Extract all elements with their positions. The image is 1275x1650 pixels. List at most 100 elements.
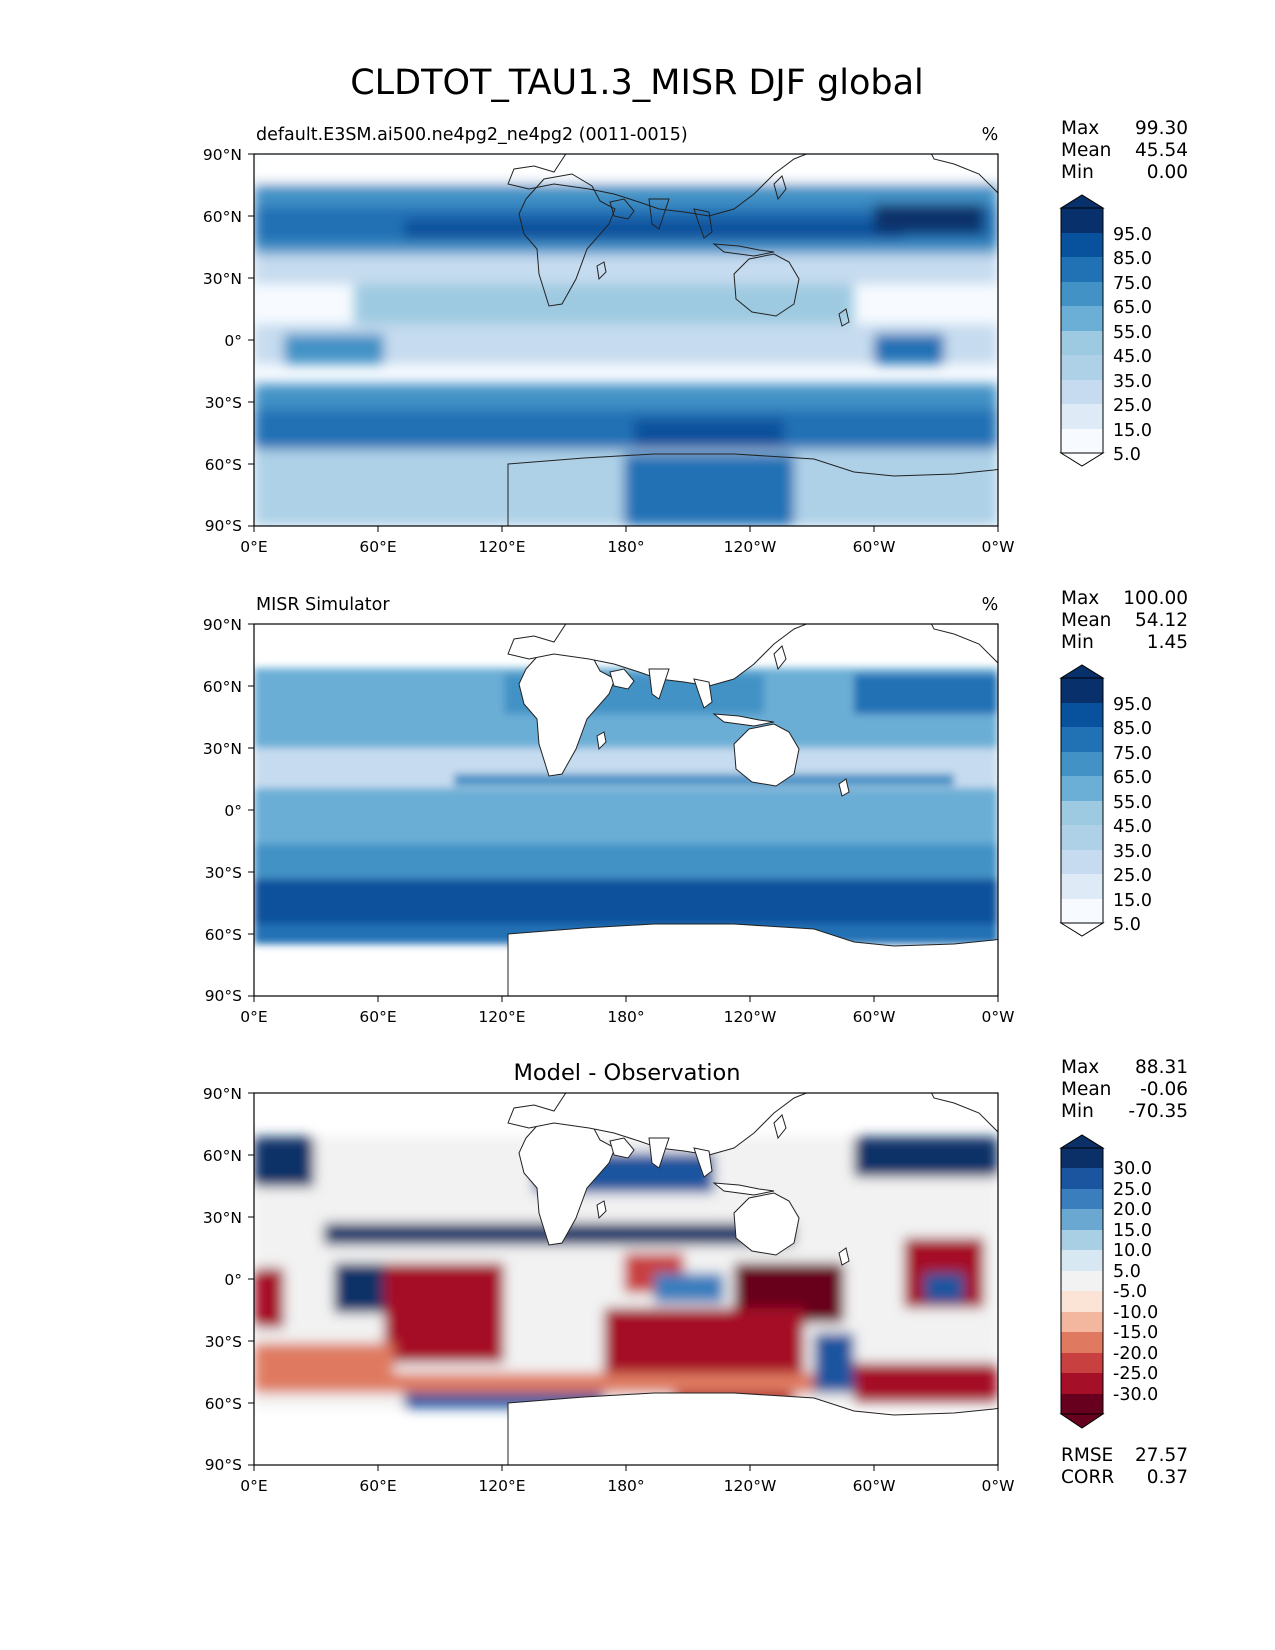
cbar-tick: 5.0	[1113, 915, 1141, 935]
cbar-tick: 65.0	[1113, 298, 1152, 318]
stat-value: 88.31	[1135, 1057, 1188, 1078]
stat-label: Mean	[1061, 610, 1111, 631]
panel-obs-lat-ticks: 90°N 60°N 30°N 0° 30°S 60°S 90°S	[203, 616, 242, 1005]
panel-model-map	[254, 154, 998, 526]
cbar-tick: 95.0	[1113, 695, 1152, 715]
cbar-tick: -30.0	[1113, 1385, 1158, 1405]
panel-model-tickmarks	[248, 153, 999, 532]
panel-obs-stats: Max 100.00 Mean 54.12 Min 1.45	[1061, 588, 1188, 653]
lat-tick: 30°N	[203, 740, 242, 758]
panel-obs: MISR Simulator % 90°N 60°N 30°N	[203, 588, 1188, 1026]
lat-tick: 60°S	[205, 1395, 242, 1413]
panel-model-lat-ticks: 90°N 60°N 30°N 0° 30°S 60°S 90°S	[203, 146, 242, 535]
cbar-tick: 25.0	[1113, 396, 1152, 416]
cbar-tick: 15.0	[1113, 421, 1152, 441]
lon-tick: 120°W	[724, 538, 777, 556]
cbar-tick: 75.0	[1113, 274, 1152, 294]
stat-value: 1.45	[1147, 632, 1188, 653]
figure-title: CLDTOT_TAU1.3_MISR DJF global	[350, 63, 924, 103]
panel-model-lon-ticks: 0°E 60°E 120°E 180° 120°W 60°W 0°W	[240, 538, 1014, 556]
lon-tick: 120°E	[478, 1008, 525, 1026]
cbar-tick: 5.0	[1113, 1262, 1141, 1282]
stat-label: Min	[1061, 632, 1094, 653]
panel-diff-colorbar-ticks: 30.0 25.0 20.0 15.0 10.0 5.0 -5.0 -10.0 …	[1113, 1159, 1158, 1405]
stat-value: 0.00	[1147, 162, 1188, 183]
lat-tick: 0°	[224, 802, 242, 820]
cbar-tick: 35.0	[1113, 842, 1152, 862]
panel-obs-lon-ticks: 0°E 60°E 120°E 180° 120°W 60°W 0°W	[240, 1008, 1014, 1026]
stat-value: 99.30	[1135, 118, 1188, 139]
cbar-tick: 35.0	[1113, 372, 1152, 392]
cbar-tick: 75.0	[1113, 744, 1152, 764]
panel-diff-lat-ticks: 90°N 60°N 30°N 0° 30°S 60°S 90°S	[203, 1085, 242, 1474]
lon-tick: 0°E	[240, 1008, 267, 1026]
lat-tick: 90°N	[203, 146, 242, 164]
cbar-tick: -15.0	[1113, 1323, 1158, 1343]
lat-tick: 90°S	[205, 1456, 242, 1474]
cbar-tick: 45.0	[1113, 817, 1152, 837]
lat-tick: 30°S	[205, 1333, 242, 1351]
metric-label: RMSE	[1061, 1445, 1113, 1466]
panel-diff-title: Model - Observation	[514, 1060, 741, 1086]
stat-label: Mean	[1061, 1079, 1111, 1100]
panel-diff-metrics: RMSE 27.57 CORR 0.37	[1061, 1445, 1188, 1488]
panel-model-title: default.E3SM.ai500.ne4pg2_ne4pg2 (0011-0…	[256, 125, 688, 145]
panel-diff: Model - Observation	[203, 1057, 1188, 1495]
cbar-tick: 25.0	[1113, 1180, 1152, 1200]
panel-model-colorbar	[1059, 194, 1105, 467]
lat-tick: 0°	[224, 332, 242, 350]
panel-obs-title: MISR Simulator	[256, 595, 390, 615]
cbar-tick: 45.0	[1113, 347, 1152, 367]
panel-model-units: %	[982, 125, 999, 145]
lat-tick: 90°S	[205, 517, 242, 535]
lon-tick: 0°E	[240, 538, 267, 556]
cbar-tick: 55.0	[1113, 323, 1152, 343]
cbar-tick: 10.0	[1113, 1241, 1152, 1261]
lon-tick: 0°W	[982, 538, 1015, 556]
cbar-tick: 15.0	[1113, 891, 1152, 911]
lat-tick: 0°	[224, 1271, 242, 1289]
lon-tick: 60°E	[359, 1008, 396, 1026]
lon-tick: 180°	[607, 1008, 644, 1026]
stat-value: 45.54	[1135, 140, 1188, 161]
stat-label: Min	[1061, 1101, 1094, 1122]
cbar-tick: -10.0	[1113, 1303, 1158, 1323]
panel-model-stats: Max 99.30 Mean 45.54 Min 0.00	[1061, 118, 1188, 183]
cbar-tick: 25.0	[1113, 866, 1152, 886]
cbar-tick: -20.0	[1113, 1344, 1158, 1364]
panel-obs-tickmarks	[248, 623, 999, 1002]
lon-tick: 60°E	[359, 538, 396, 556]
lon-tick: 60°W	[853, 1477, 896, 1495]
lat-tick: 90°N	[203, 616, 242, 634]
cbar-tick: 55.0	[1113, 793, 1152, 813]
lat-tick: 90°S	[205, 987, 242, 1005]
lon-tick: 120°E	[478, 1477, 525, 1495]
cbar-tick: 95.0	[1113, 225, 1152, 245]
lat-tick: 60°N	[203, 1147, 242, 1165]
stat-label: Max	[1061, 118, 1099, 139]
lon-tick: 120°E	[478, 538, 525, 556]
lat-tick: 30°N	[203, 1209, 242, 1227]
cbar-tick: 5.0	[1113, 445, 1141, 465]
lon-tick: 60°W	[853, 538, 896, 556]
panel-obs-colorbar	[1059, 664, 1105, 937]
stat-label: Max	[1061, 1057, 1099, 1078]
lon-tick: 180°	[607, 1477, 644, 1495]
stat-label: Max	[1061, 588, 1099, 609]
lon-tick: 120°W	[724, 1008, 777, 1026]
stat-label: Mean	[1061, 140, 1111, 161]
lon-tick: 0°E	[240, 1477, 267, 1495]
panel-obs-colorbar-ticks: 95.0 85.0 75.0 65.0 55.0 45.0 35.0 25.0 …	[1113, 695, 1152, 935]
lat-tick: 30°S	[205, 864, 242, 882]
lat-tick: 30°S	[205, 394, 242, 412]
cbar-tick: 30.0	[1113, 1159, 1152, 1179]
panel-obs-units: %	[982, 595, 999, 615]
lat-tick: 90°N	[203, 1085, 242, 1103]
lon-tick: 60°W	[853, 1008, 896, 1026]
lat-tick: 60°S	[205, 926, 242, 944]
panel-model: default.E3SM.ai500.ne4pg2_ne4pg2 (0011-0…	[203, 118, 1188, 556]
cbar-tick: 65.0	[1113, 768, 1152, 788]
lat-tick: 60°N	[203, 208, 242, 226]
cbar-tick: 15.0	[1113, 1221, 1152, 1241]
